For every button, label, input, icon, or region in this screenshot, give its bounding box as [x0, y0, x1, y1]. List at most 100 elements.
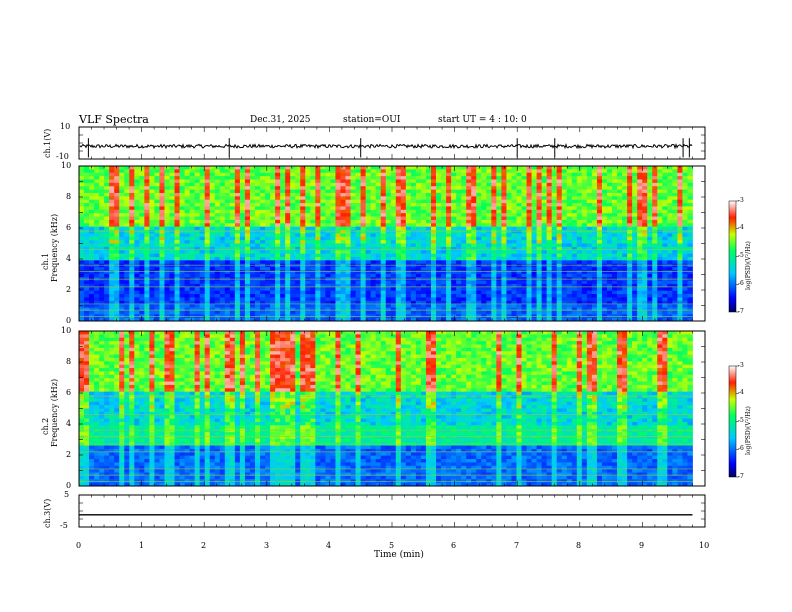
spectrogram-cell	[345, 290, 351, 295]
spectrogram-cell	[395, 216, 402, 221]
spectrogram-cell	[119, 280, 125, 285]
spectrogram-cell	[415, 260, 422, 265]
spectrogram-cell	[380, 304, 387, 308]
spectrogram-cell	[581, 192, 588, 197]
spectrogram-cell	[526, 283, 532, 288]
spectrogram-cell	[179, 182, 185, 187]
spectrogram-cell	[280, 203, 286, 207]
spectrogram-cell	[536, 240, 543, 244]
spectrogram-cell	[420, 179, 427, 184]
spectrogram-cell	[541, 263, 548, 268]
spectrogram-cell	[129, 182, 135, 187]
spectrogram-cell	[576, 223, 583, 228]
spectrogram-cell	[511, 182, 517, 187]
spectrogram-cell	[275, 189, 281, 194]
spectrogram-cell	[405, 273, 412, 278]
spectrogram-cell	[305, 233, 311, 238]
spectrogram-cell	[134, 300, 140, 305]
spectrogram-cell	[260, 317, 266, 322]
spectrogram-cell	[179, 176, 185, 180]
spectrogram-cell	[486, 280, 492, 285]
spectrogram-cell	[571, 273, 578, 278]
spectrogram-cell	[204, 230, 211, 234]
spectrogram-cell	[360, 233, 367, 238]
spectrogram-cell	[501, 253, 507, 258]
spectrogram-cell	[380, 246, 387, 251]
spectrogram-cell	[300, 203, 306, 207]
spectrogram-cell	[601, 213, 608, 217]
spectrogram-cell	[224, 166, 231, 170]
spectrogram-cell	[536, 253, 543, 258]
spectrogram-cell	[335, 287, 341, 292]
spectrogram-cell	[471, 243, 477, 248]
spectrogram-cell	[385, 304, 392, 308]
spectrogram-cell	[249, 256, 256, 261]
spectrogram-cell	[551, 176, 558, 180]
spectrogram-cell	[466, 199, 472, 204]
spectrogram-cell	[607, 176, 613, 180]
spectrogram-cell	[234, 267, 241, 271]
spectrogram-cell	[596, 192, 603, 197]
spectrogram-cell	[84, 172, 90, 177]
spectrogram-cell	[154, 300, 160, 305]
spectrogram-cell	[305, 300, 311, 305]
spectrogram-cell	[436, 304, 442, 308]
spectrogram-cell	[104, 300, 110, 305]
spectrogram-cell	[310, 182, 316, 187]
spectrogram-cell	[360, 250, 367, 255]
spectrogram-cell	[506, 307, 512, 312]
spectrogram-cell	[566, 240, 573, 244]
spectrogram-cell	[400, 240, 407, 244]
spectrogram-cell	[94, 209, 100, 214]
spectrogram-cell	[194, 172, 201, 177]
spectrogram-cell	[255, 213, 261, 217]
spectrogram-cell	[335, 189, 341, 194]
spectrogram-cell	[315, 199, 321, 204]
spectrogram-cell	[300, 230, 306, 234]
spectrogram-cell	[385, 253, 392, 258]
spectrogram-cell	[425, 250, 432, 255]
spectrogram-cell	[335, 169, 341, 174]
spectrogram-cell	[420, 300, 427, 305]
spectrogram-cell	[556, 253, 563, 258]
spectrogram-cell	[456, 300, 462, 305]
spectrogram-cell	[94, 236, 100, 241]
spectrogram-cell	[501, 283, 507, 288]
spectrogram-cell	[446, 206, 452, 211]
spectrogram-cell	[224, 300, 231, 305]
spectrogram-cell	[174, 243, 180, 248]
spectrogram-cell	[79, 196, 85, 201]
spectrogram-cell	[179, 206, 185, 211]
spectrogram-cell	[124, 297, 130, 302]
spectrogram-cell	[405, 304, 412, 308]
spectrogram-cell	[491, 186, 497, 190]
spectrogram-cell	[204, 189, 211, 194]
spectrogram-cell	[486, 267, 492, 271]
spectrogram-cell	[456, 192, 462, 197]
spectrogram-cell	[536, 169, 543, 174]
spectrogram-cell	[340, 263, 346, 268]
spectrogram-cell	[260, 233, 266, 238]
spectrogram-cell	[501, 267, 507, 271]
spectrogram-cell	[516, 216, 522, 221]
spectrogram-cell	[310, 294, 316, 298]
spectrogram-cell	[551, 166, 558, 170]
spectrogram-cell	[300, 172, 306, 177]
spectrogram-cell	[79, 287, 85, 292]
spectrogram-cell	[104, 294, 110, 298]
spectrogram-cell	[239, 172, 246, 177]
spectrogram-cell	[134, 263, 140, 268]
spectrogram-cell	[134, 172, 140, 177]
spectrogram-cell	[425, 230, 432, 234]
spectrogram-cell	[214, 166, 221, 170]
spectrogram-cell	[260, 267, 266, 271]
spectrogram-cell	[184, 189, 191, 194]
spectrogram-cell	[194, 203, 201, 207]
spectrogram-cell	[581, 176, 588, 180]
spectrogram-cell	[285, 273, 291, 278]
spectrogram-cell	[79, 280, 85, 285]
spectrogram-cell	[586, 199, 593, 204]
spectrogram-cell	[270, 213, 276, 217]
spectrogram-cell	[546, 250, 553, 255]
spectrogram-cell	[184, 216, 191, 221]
